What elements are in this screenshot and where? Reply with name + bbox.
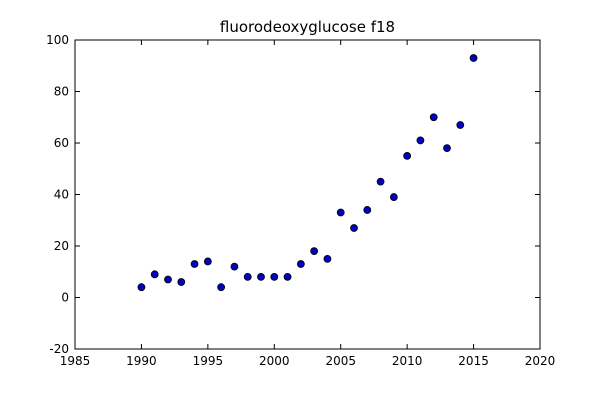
- chart-title: fluorodeoxyglucose f18: [220, 18, 395, 36]
- x-tick-label: 1985: [60, 354, 91, 368]
- x-tick-label: 2020: [525, 354, 556, 368]
- data-point: [416, 136, 425, 145]
- data-point: [203, 257, 212, 266]
- data-point: [270, 272, 279, 281]
- data-point: [376, 177, 385, 186]
- data-point: [243, 272, 252, 281]
- data-point: [389, 193, 398, 201]
- data-points: [137, 54, 478, 292]
- data-point: [217, 283, 226, 292]
- x-tick-label: 2010: [392, 354, 423, 368]
- x-tick-label: 1995: [193, 354, 224, 368]
- data-point: [177, 278, 186, 286]
- data-point: [350, 224, 358, 232]
- y-tick-label: 40: [54, 188, 69, 202]
- y-tick-label: 20: [54, 239, 69, 253]
- data-point: [403, 151, 412, 160]
- data-point: [283, 272, 292, 281]
- data-point: [443, 144, 451, 153]
- x-tick-label: 1990: [126, 354, 157, 368]
- x-tick-label: 2005: [325, 354, 356, 368]
- data-point: [336, 208, 345, 217]
- data-point: [469, 54, 478, 62]
- y-tick-label: -20: [49, 342, 69, 356]
- y-axis: -20 0 20 40 60 80 100: [46, 33, 540, 356]
- x-axis: 1985 1990 1995 2000 2005 2010 2015 2020: [60, 40, 556, 368]
- y-tick-label: 100: [46, 33, 69, 47]
- data-point: [296, 260, 305, 268]
- data-point: [429, 113, 438, 122]
- data-point: [190, 260, 199, 268]
- y-tick-label: 0: [61, 291, 69, 305]
- data-point: [137, 283, 146, 292]
- data-point: [230, 262, 239, 271]
- data-point: [310, 247, 319, 256]
- axes-frame: [74, 39, 541, 350]
- x-tick-label: 2015: [458, 354, 489, 368]
- data-point: [257, 272, 265, 281]
- y-tick-label: 60: [54, 136, 69, 150]
- data-point: [456, 121, 465, 129]
- data-point: [363, 206, 372, 214]
- data-point: [164, 275, 172, 284]
- data-point: [150, 270, 159, 279]
- data-point: [323, 254, 332, 263]
- x-tick-label: 2000: [259, 354, 290, 368]
- y-tick-label: 80: [54, 85, 69, 99]
